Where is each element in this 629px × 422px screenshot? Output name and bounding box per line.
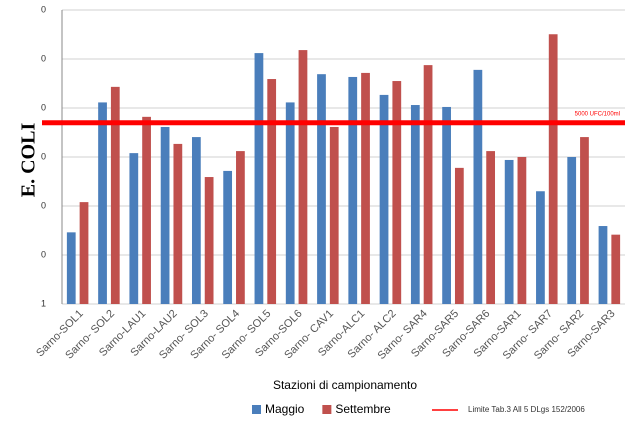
y-tick-label: 0 bbox=[41, 102, 46, 112]
bar bbox=[392, 81, 402, 304]
y-tick-label: 0 bbox=[41, 4, 46, 14]
bar bbox=[79, 202, 89, 304]
bar bbox=[548, 34, 558, 304]
y-tick-label: 0 bbox=[41, 249, 46, 259]
legend-label: Maggio bbox=[265, 402, 305, 416]
bar bbox=[317, 74, 326, 304]
bar bbox=[191, 137, 201, 304]
bar bbox=[98, 102, 107, 304]
bar bbox=[442, 106, 451, 304]
bar bbox=[329, 126, 339, 304]
y-axis-label: E. COLI bbox=[18, 123, 40, 198]
y-tick-label: 0 bbox=[41, 53, 46, 63]
bar bbox=[473, 69, 483, 304]
bar bbox=[285, 102, 295, 304]
legend-label: Limite Tab.3 All 5 DLgs 152/2006 bbox=[468, 405, 585, 414]
bar bbox=[298, 50, 308, 305]
bar bbox=[454, 167, 464, 304]
y-tick-label: 0 bbox=[41, 200, 46, 210]
bar bbox=[142, 116, 151, 304]
legend-swatch bbox=[322, 405, 332, 414]
bar bbox=[361, 72, 370, 304]
bar bbox=[504, 159, 514, 304]
bar bbox=[348, 76, 358, 304]
bar bbox=[160, 126, 170, 304]
legend-label: Settembre bbox=[335, 402, 391, 416]
bar bbox=[129, 153, 139, 304]
y-tick-label: 1 bbox=[41, 298, 46, 308]
bar bbox=[536, 191, 545, 304]
bar bbox=[254, 53, 264, 305]
bar bbox=[580, 137, 589, 304]
bar bbox=[486, 151, 496, 304]
bar bbox=[611, 234, 621, 304]
y-tick-label: 0 bbox=[41, 151, 46, 161]
bar bbox=[204, 177, 214, 304]
bar bbox=[173, 143, 183, 304]
bar bbox=[66, 232, 76, 304]
x-axis-label: Stazioni di campionamento bbox=[273, 378, 417, 392]
bar bbox=[517, 157, 527, 304]
bar bbox=[379, 94, 389, 304]
bar bbox=[410, 105, 420, 304]
bar bbox=[236, 151, 245, 304]
bar bbox=[110, 86, 120, 304]
bar bbox=[267, 79, 277, 304]
legend-swatch bbox=[252, 405, 261, 414]
limit-annotation: 5000 UFC/100ml bbox=[575, 111, 620, 117]
bar bbox=[598, 226, 608, 304]
bar bbox=[423, 65, 433, 304]
bar bbox=[567, 157, 577, 304]
bar bbox=[223, 170, 233, 304]
